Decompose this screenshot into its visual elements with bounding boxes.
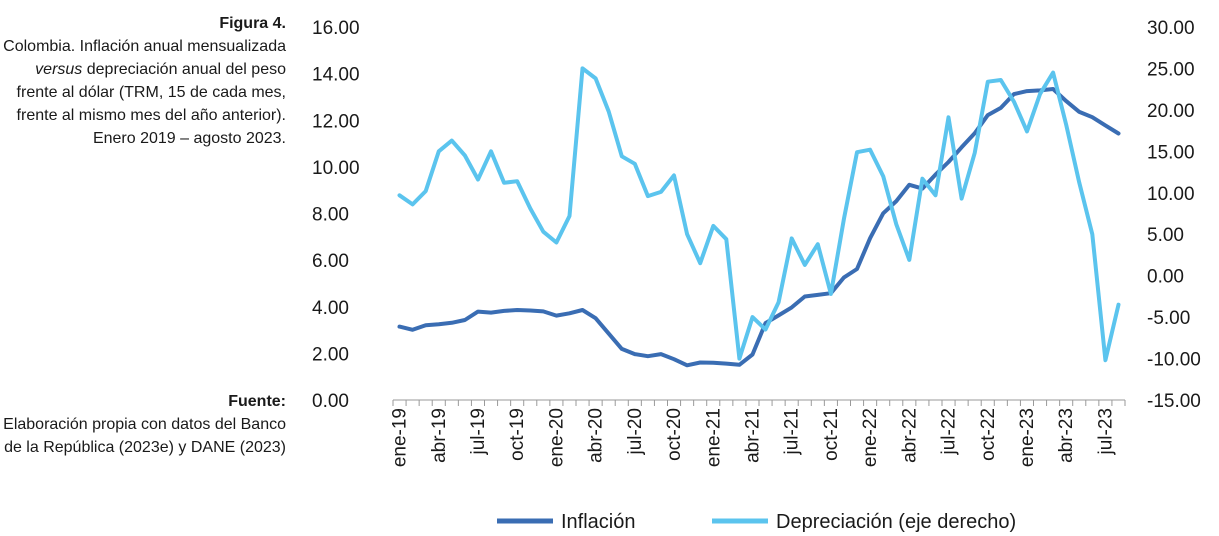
y-left-tick-label: 0.00 [312, 391, 349, 412]
x-tick-label: abr-23 [1056, 408, 1077, 463]
y-left-tick-label: 16.00 [312, 18, 360, 39]
x-tick-label: jul-23 [1095, 408, 1116, 455]
caption-text-post: depreciación anual del peso frente al dó… [16, 61, 286, 147]
x-tick-label: abr-19 [429, 408, 450, 463]
x-tick-label: jul-20 [625, 408, 646, 455]
y-right-tick-label: 30.00 [1147, 18, 1195, 39]
y-right-tick-label: -15.00 [1147, 391, 1201, 412]
source-label: Fuente: [228, 393, 286, 410]
y-right-tick-label: 10.00 [1147, 184, 1195, 205]
x-tick-label: abr-22 [899, 408, 920, 463]
y-right-tick-label: 0.00 [1147, 267, 1184, 288]
caption-text-pre: Colombia. Inflación anual mensualizada [3, 38, 286, 55]
x-tick-label: abr-21 [742, 408, 763, 463]
y-left-tick-label: 12.00 [312, 111, 360, 132]
figure-caption-text: Colombia. Inflación anual mensualizada v… [0, 35, 286, 150]
y-right-tick-label: 25.00 [1147, 59, 1195, 80]
x-tick-label: ene-19 [390, 408, 411, 467]
y-left-tick-label: 4.00 [312, 298, 349, 319]
legend-inflacion-label: Inflación [561, 511, 636, 533]
y-left-tick-label: 8.00 [312, 205, 349, 226]
y-right-tick-label: 15.00 [1147, 142, 1195, 163]
x-tick-label: jul-22 [939, 408, 960, 455]
series-line-inflacion [397, 87, 1121, 368]
series-line-depreciacion [397, 66, 1121, 363]
y-left-tick-label: 14.00 [312, 65, 360, 86]
x-tick-label: ene-22 [860, 408, 881, 467]
figure-caption: Figura 4. Colombia. Inflación anual mens… [0, 12, 286, 150]
x-tick-label: jul-21 [782, 408, 803, 455]
source-note: Fuente: Elaboración propia con datos del… [0, 390, 286, 459]
x-tick-label: oct-22 [978, 408, 999, 461]
x-tick-label: ene-21 [703, 408, 724, 467]
y-right-tick-label: 20.00 [1147, 101, 1195, 122]
figure-label: Figura 4. [219, 15, 286, 32]
y-right-tick-label: -5.00 [1147, 308, 1190, 329]
x-tick-label: oct-21 [821, 408, 842, 461]
x-tick-label: ene-20 [546, 408, 567, 467]
x-tick-label: jul-19 [468, 408, 489, 455]
source-text: Elaboración propia con datos del Banco d… [3, 416, 286, 456]
y-left-tick-label: 10.00 [312, 158, 360, 179]
x-tick-label: ene-23 [1017, 408, 1038, 467]
caption-text-italic: versus [35, 61, 83, 78]
y-right-tick-label: 5.00 [1147, 225, 1184, 246]
x-tick-label: oct-19 [507, 408, 528, 461]
y-left-tick-label: 2.00 [312, 344, 349, 365]
x-tick-label: oct-20 [664, 408, 685, 461]
x-tick-label: abr-20 [586, 408, 607, 463]
y-left-tick-label: 6.00 [312, 251, 349, 272]
y-right-tick-label: -10.00 [1147, 350, 1201, 371]
legend-depreciacion-label: Depreciación (eje derecho) [776, 511, 1016, 533]
